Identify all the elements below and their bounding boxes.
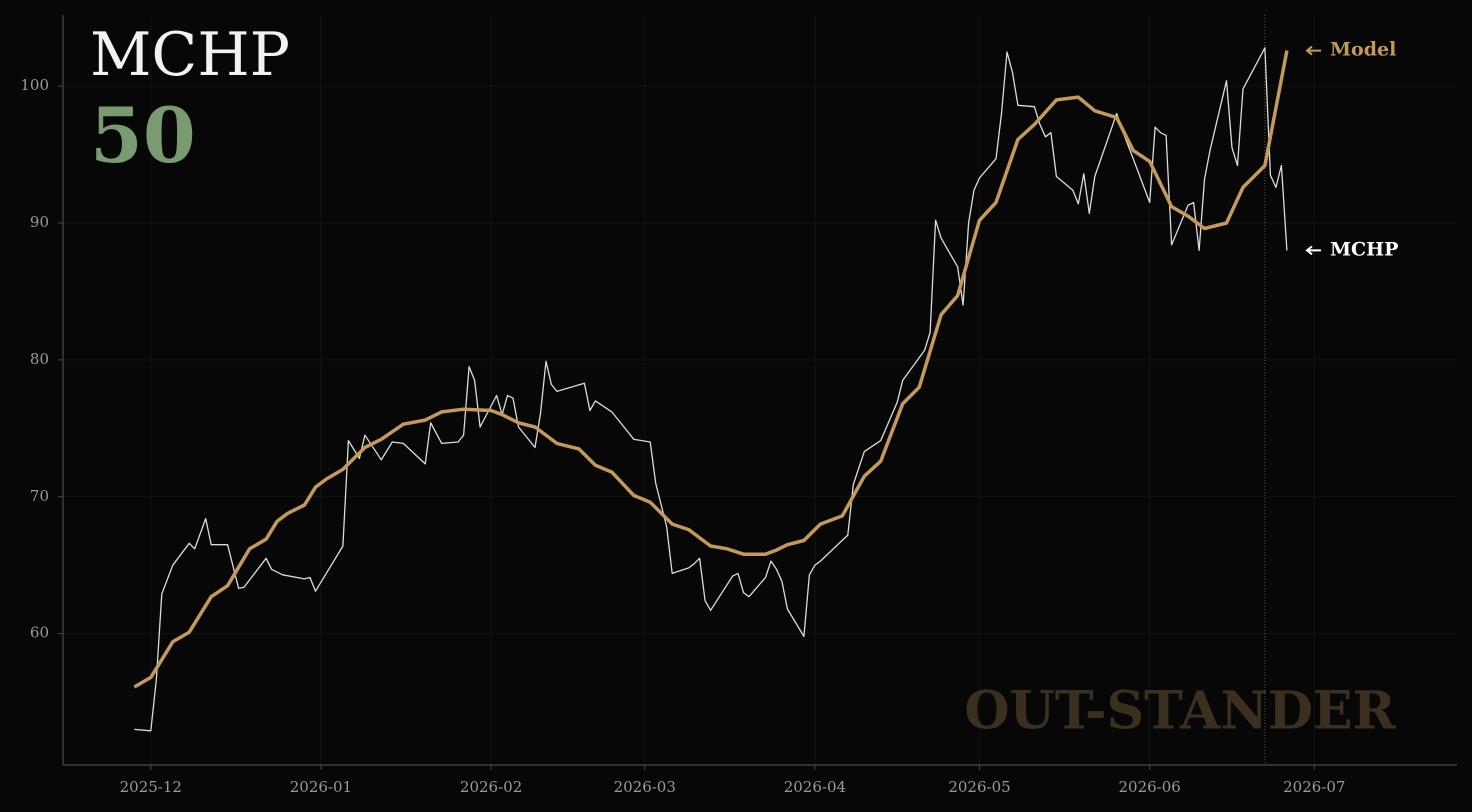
y-tick-label: 90 xyxy=(30,213,49,231)
label-arrow xyxy=(1305,45,1321,56)
y-tick-label: 60 xyxy=(30,624,49,642)
chart-title: MCHP xyxy=(90,20,290,90)
grid xyxy=(63,15,1457,765)
watermark: OUT-STANDER xyxy=(964,681,1396,742)
x-tick-label: 2026-03 xyxy=(614,778,676,796)
score: 50 xyxy=(90,91,196,180)
series-label: Model xyxy=(1330,39,1396,61)
x-tick-label: 2026-04 xyxy=(784,778,846,796)
x-tick-label: 2026-02 xyxy=(460,778,522,796)
y-tick-label: 70 xyxy=(30,487,49,505)
x-tick-label: 2025-12 xyxy=(120,778,182,796)
y-tick-label: 100 xyxy=(20,76,49,94)
plot: MCHP Model xyxy=(133,15,1398,765)
x-tick-label: 2026-06 xyxy=(1118,778,1180,796)
series-line xyxy=(133,50,1289,689)
x-tick-label: 2026-05 xyxy=(948,778,1010,796)
y-tick-label: 80 xyxy=(30,350,49,368)
x-tick-label: 2026-01 xyxy=(290,778,352,796)
series-label: MCHP xyxy=(1330,238,1398,260)
x-tick-label: 2026-07 xyxy=(1283,778,1345,796)
label-arrow xyxy=(1305,245,1321,256)
